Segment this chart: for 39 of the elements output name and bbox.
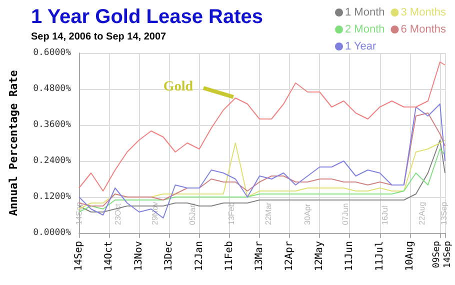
x-tick-label: 13Dec [164, 241, 175, 272]
x-tick-label: 14Sep [74, 241, 84, 272]
y-tick-label: 0.3600% [33, 120, 72, 130]
legend-label: 3 Months [400, 6, 446, 18]
x-tick-label: 13Mar [254, 241, 265, 272]
y-tick-label: 0.6000% [33, 48, 72, 58]
chart-title: 1 Year Gold Lease Rates [31, 6, 263, 28]
x2-tick-label: 16Jul [380, 206, 390, 225]
x2-tick-label: 23Oct [114, 202, 123, 225]
legend-label: 1 Month [345, 6, 385, 18]
annotation: Gold [163, 80, 194, 94]
x-tick-label: 14Sep [443, 241, 453, 268]
x-tick-label: 12Jan [194, 241, 205, 272]
x-tick-label: 13Nov [134, 241, 145, 272]
x-tick-label: 11Jul [374, 241, 386, 272]
x2-tick-label: 07Jun [341, 203, 350, 225]
x-tick-label: 11Jun [344, 241, 356, 272]
y-tick-label: 0.0000% [33, 228, 72, 238]
y-tick-label: 0.4800% [33, 84, 72, 94]
x-tick-label: 14Oct [104, 241, 115, 272]
legend-label: 2 Month [345, 24, 385, 36]
line-series [78, 62, 446, 192]
x2-tick-label: 29Nov [150, 202, 160, 225]
x2-tick-label: 13Sep [439, 201, 448, 225]
x-tick-label: 10Aug [404, 241, 416, 272]
x-tick-label: 12Apr [284, 241, 296, 272]
y-axis-title: Annual Percentage Rate [7, 70, 20, 216]
x2-tick-label: 22Aug [417, 202, 426, 225]
x2-tick-label: 30Apr [303, 203, 312, 225]
x-tick-label: 12May [314, 241, 326, 272]
legend-label: 1 Year [345, 40, 377, 52]
x-tick-label: 11Feb [224, 241, 235, 272]
legend-label: 6 Months [400, 24, 446, 36]
chart-subtitle: Sep 14, 2006 to Sep 14, 2007 [31, 32, 167, 42]
y-tick-label: 0.1200% [33, 192, 72, 202]
y-tick-label: 0.2400% [33, 156, 72, 166]
x2-tick-label: 05Jan [188, 203, 197, 225]
x-tick-label: 09Sep [432, 241, 442, 268]
x2-tick-label: 22Mar [264, 202, 274, 225]
